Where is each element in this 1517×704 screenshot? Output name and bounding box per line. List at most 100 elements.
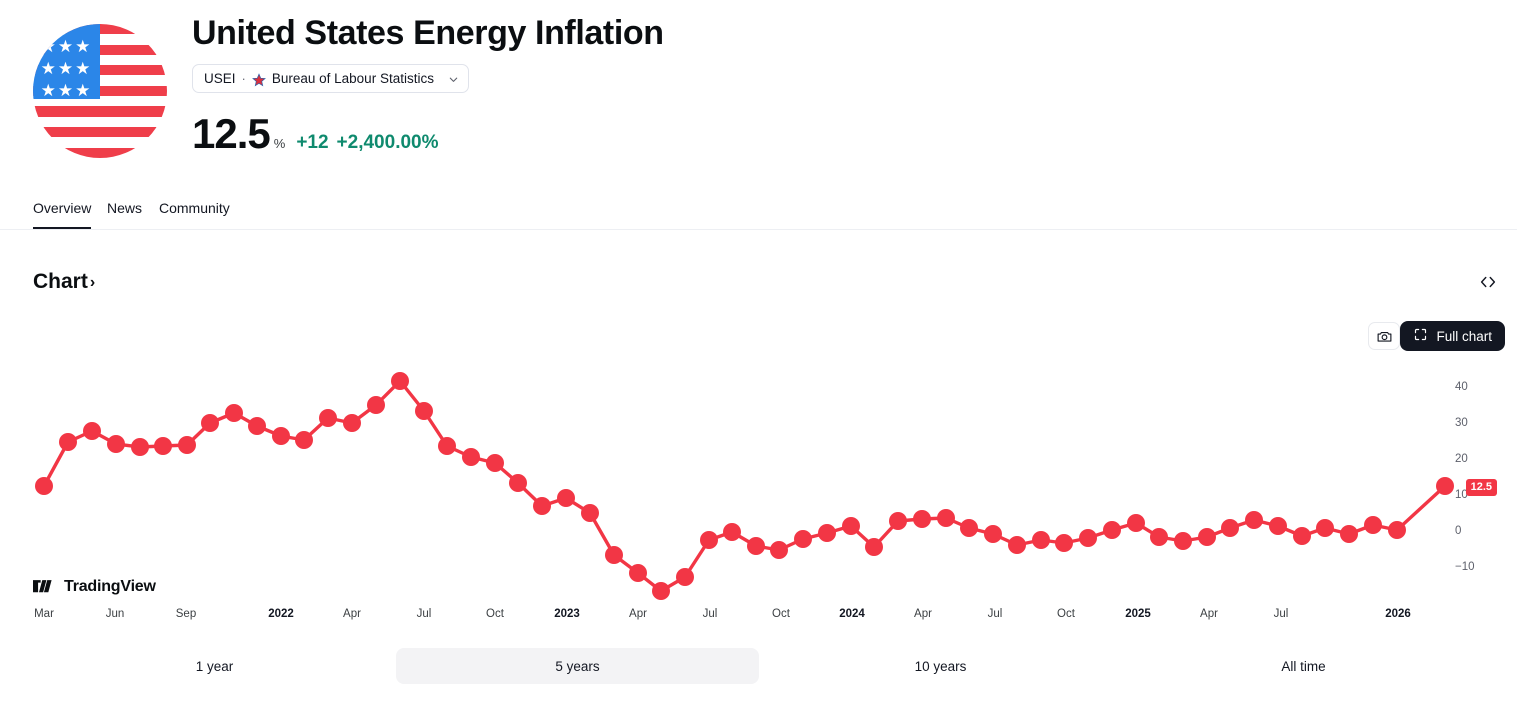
chart-data-point[interactable]	[889, 512, 907, 530]
chart-data-point[interactable]	[581, 504, 599, 522]
chart-data-point[interactable]	[1127, 514, 1145, 532]
chart-data-point[interactable]	[201, 414, 219, 432]
chart-data-point[interactable]	[1055, 534, 1073, 552]
chart-data-point[interactable]	[984, 525, 1002, 543]
chart-data-point[interactable]	[629, 564, 647, 582]
chart-data-point[interactable]	[1245, 511, 1263, 529]
chart-data-point[interactable]	[1150, 528, 1168, 546]
chart-data-point[interactable]	[486, 454, 504, 472]
chart-data-point[interactable]	[1174, 532, 1192, 550]
chart-data-point[interactable]	[1340, 525, 1358, 543]
chart-plot-area[interactable]	[0, 355, 1517, 605]
tab-news[interactable]: News	[107, 200, 143, 216]
chart-data-point[interactable]	[59, 433, 77, 451]
chart-data-point[interactable]	[248, 417, 266, 435]
y-axis-tick: 20	[1455, 453, 1468, 465]
expand-icon	[1413, 327, 1428, 345]
code-icon[interactable]	[1479, 273, 1497, 296]
x-axis-tick: Jul	[1273, 608, 1289, 620]
chart-data-point[interactable]	[343, 414, 361, 432]
chart-data-point[interactable]	[319, 409, 337, 427]
chart-data-point[interactable]	[1221, 519, 1239, 537]
chart-data-point[interactable]	[1364, 516, 1382, 534]
last-value-badge: 12.5	[1465, 479, 1497, 497]
chart-heading-label: Chart	[33, 270, 88, 293]
camera-icon	[1377, 331, 1391, 342]
chart-data-point[interactable]	[1008, 536, 1026, 554]
x-axis-tick: 2025	[1125, 608, 1151, 620]
chart-data-point[interactable]	[295, 431, 313, 449]
nav-tabs: Overview News Community	[0, 200, 1517, 230]
page-header: ★★★ ★★★ ★★★ United States Energy Inflati…	[0, 0, 1517, 190]
chart-data-point[interactable]	[1079, 529, 1097, 547]
chart-data-point[interactable]	[557, 489, 575, 507]
chart-data-point[interactable]	[1293, 527, 1311, 545]
chart-data-point[interactable]	[533, 497, 551, 515]
x-axis-tick: Apr	[1200, 608, 1218, 620]
chart-data-point[interactable]	[818, 524, 836, 542]
chart-data-point[interactable]	[1316, 519, 1334, 537]
chart-data-point[interactable]	[913, 510, 931, 528]
chart-data-point[interactable]	[391, 372, 409, 390]
chart-data-point[interactable]	[107, 435, 125, 453]
chart-data-point[interactable]	[842, 517, 860, 535]
chart-data-point[interactable]	[154, 437, 172, 455]
range-10-years[interactable]: 10 years	[914, 658, 967, 674]
chart-section-heading[interactable]: Chart ›	[33, 270, 95, 294]
x-axis-tick: Mar	[34, 608, 54, 620]
source-provider-label: Bureau of Labour Statistics	[271, 71, 434, 86]
chart-data-point[interactable]	[723, 523, 741, 541]
chart-data-point[interactable]	[794, 530, 812, 548]
quote-change: +12	[296, 132, 329, 153]
x-axis-tick: Apr	[343, 608, 361, 620]
chart-data-point[interactable]	[1032, 531, 1050, 549]
chart-data-point[interactable]	[1198, 528, 1216, 546]
tab-community[interactable]: Community	[159, 200, 230, 216]
range-all-time[interactable]: All time	[1281, 658, 1326, 674]
x-axis-tick: Jul	[987, 608, 1003, 620]
chart-data-point[interactable]	[462, 448, 480, 466]
tradingview-mark-icon	[33, 579, 52, 592]
chart-data-point[interactable]	[652, 582, 670, 600]
chart-data-point[interactable]	[865, 538, 883, 556]
x-axis-tick: Apr	[914, 608, 932, 620]
chart-data-point[interactable]	[770, 541, 788, 559]
chart-data-point[interactable]	[83, 422, 101, 440]
tab-overview[interactable]: Overview	[33, 200, 92, 229]
chart-data-point[interactable]	[178, 436, 196, 454]
x-axis-tick: Jun	[105, 608, 125, 620]
chart-data-point[interactable]	[937, 509, 955, 527]
snapshot-button[interactable]	[1368, 322, 1400, 350]
x-axis-tick: Jul	[416, 608, 432, 620]
source-selector[interactable]: USEI · Bureau of Labour Statistics	[192, 64, 469, 93]
chart-data-point[interactable]	[747, 537, 765, 555]
y-axis-tick: 30	[1455, 417, 1468, 429]
x-axis-tick: Oct	[772, 608, 790, 620]
chart-data-point[interactable]	[131, 438, 149, 456]
chart-data-point[interactable]	[1388, 521, 1406, 539]
chart-data-point[interactable]	[272, 427, 290, 445]
chart-data-point[interactable]	[605, 546, 623, 564]
separator-dot: ·	[241, 71, 246, 86]
x-axis: Mar Jun Sep 2022 Apr Jul Oct 2023 Apr Jul Oct 2024 A…	[0, 608, 1517, 626]
chart-data-point[interactable]	[1103, 521, 1121, 539]
chart-data-point[interactable]	[1436, 477, 1454, 495]
chart-data-point[interactable]	[35, 477, 53, 495]
chart-data-point[interactable]	[676, 568, 694, 586]
x-axis-tick: 2026	[1385, 608, 1411, 620]
chart-data-point[interactable]	[415, 402, 433, 420]
range-1-year[interactable]: 1 year	[195, 658, 234, 674]
range-5-years[interactable]: 5 years	[396, 648, 759, 684]
chevron-right-icon: ›	[89, 274, 96, 291]
full-chart-button[interactable]: Full chart	[1400, 321, 1505, 351]
chart-data-point[interactable]	[700, 531, 718, 549]
chart-data-point[interactable]	[438, 437, 456, 455]
chart-data-point[interactable]	[1269, 517, 1287, 535]
quote-change-percent: +2,400.00%	[336, 132, 439, 153]
chart-data-point[interactable]	[367, 396, 385, 414]
y-axis-tick: −10	[1455, 561, 1475, 573]
chevron-down-icon	[448, 73, 459, 84]
chart-data-point[interactable]	[225, 404, 243, 422]
chart-data-point[interactable]	[960, 519, 978, 537]
chart-data-point[interactable]	[509, 474, 527, 492]
